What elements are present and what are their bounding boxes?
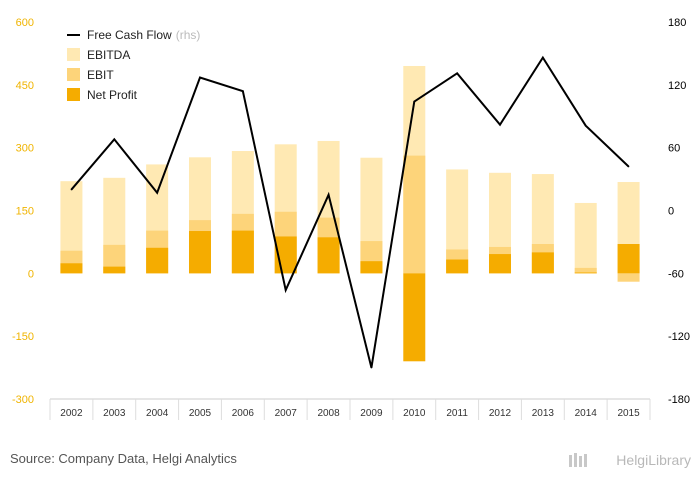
x-tick-label: 2014 xyxy=(575,408,598,419)
x-tick-label: 2008 xyxy=(317,408,340,419)
net-profit-bar-2015 xyxy=(618,244,640,273)
x-tick-label: 2012 xyxy=(489,408,512,419)
left-tick-label: 150 xyxy=(16,206,34,218)
free-cash-flow-point-2011 xyxy=(456,73,458,75)
net-profit-bar-2002 xyxy=(60,263,82,273)
source-text: Source: Company Data, Helgi Analytics xyxy=(10,451,237,466)
left-tick-label: 600 xyxy=(16,17,34,29)
left-tick-label: -300 xyxy=(12,394,34,406)
legend-net-profit-swatch xyxy=(67,88,80,101)
net-profit-bar-2008 xyxy=(318,237,340,273)
net-profit-bar-2014 xyxy=(575,272,597,273)
net-profit-bar-2011 xyxy=(446,260,468,274)
legend-ebit-swatch xyxy=(67,68,80,81)
helgi-logo: HelgiLibrary xyxy=(569,452,691,468)
left-tick-label: 450 xyxy=(16,80,34,92)
left-tick-label: -150 xyxy=(12,331,34,343)
ebitda-bar-2014 xyxy=(575,203,597,273)
x-tick-label: 2006 xyxy=(232,408,255,419)
x-tick-label: 2010 xyxy=(403,408,426,419)
net-profit-bar-2006 xyxy=(232,231,254,274)
free-cash-flow-point-2013 xyxy=(542,57,544,59)
ebit-bar-2015 xyxy=(618,273,640,281)
left-tick-label: 300 xyxy=(16,143,34,155)
net-profit-bar-2003 xyxy=(103,267,125,274)
x-tick-label: 2011 xyxy=(446,408,468,419)
free-cash-flow-point-2002 xyxy=(71,189,73,191)
free-cash-flow-point-2015 xyxy=(628,166,630,168)
chart-container: 2002 2003 2004 2005 2006 2007 2008 2009 2010 2011… xyxy=(0,0,700,483)
legend-ebitda-label: EBITDA xyxy=(87,48,130,62)
right-tick-label: 180 xyxy=(668,17,686,29)
legend-free-cash-flow-label: Free Cash Flow xyxy=(87,28,172,42)
x-tick-label: 2013 xyxy=(532,408,555,419)
legend-ebitda-swatch xyxy=(67,48,80,61)
right-tick-label: 120 xyxy=(668,80,686,92)
legend: Free Cash Flow (rhs) EBITDA EBIT Net Profit xyxy=(67,28,200,102)
net-profit-bar-2005 xyxy=(189,231,211,273)
legend-rhs-note: (rhs) xyxy=(176,28,201,42)
x-tick-label: 2005 xyxy=(189,408,212,419)
left-tick-label: 0 xyxy=(28,268,34,280)
right-tick-label: 60 xyxy=(668,143,680,155)
net-profit-bar-2012 xyxy=(489,254,511,273)
legend-ebit-label: EBIT xyxy=(87,68,114,82)
free-cash-flow-point-2008 xyxy=(328,194,330,196)
x-tick-label: 2004 xyxy=(146,408,169,419)
chart-svg: 2002 2003 2004 2005 2006 2007 2008 2009 2010 2011… xyxy=(0,0,700,483)
right-tick-label: 0 xyxy=(668,206,674,218)
bars-layer xyxy=(60,66,639,361)
x-tick-label: 2009 xyxy=(360,408,383,419)
free-cash-flow-point-2012 xyxy=(499,124,501,126)
net-profit-bar-2009 xyxy=(360,261,382,273)
x-tick-label: 2002 xyxy=(60,408,83,419)
net-profit-bar-2004 xyxy=(146,248,168,274)
free-cash-flow-point-2004 xyxy=(156,192,158,194)
free-cash-flow-point-2003 xyxy=(113,138,115,140)
free-cash-flow-point-2009 xyxy=(371,367,373,369)
x-tick-label: 2015 xyxy=(617,408,640,419)
right-tick-label: -120 xyxy=(668,331,690,343)
right-tick-label: -60 xyxy=(668,268,684,280)
x-tick-label: 2007 xyxy=(275,408,298,419)
net-profit-bar-2013 xyxy=(532,252,554,273)
free-cash-flow-point-2005 xyxy=(199,77,201,79)
free-cash-flow-point-2007 xyxy=(285,289,287,291)
x-tick-label: 2003 xyxy=(103,408,126,419)
free-cash-flow-point-2006 xyxy=(242,90,244,92)
library-icon xyxy=(569,453,587,467)
free-cash-flow-point-2010 xyxy=(413,101,415,103)
free-cash-flow-point-2014 xyxy=(585,125,587,127)
brand-text: HelgiLibrary xyxy=(616,452,691,468)
legend-net-profit-label: Net Profit xyxy=(87,88,138,102)
right-tick-label: -180 xyxy=(668,394,690,406)
ebit-bar-2010 xyxy=(403,156,425,274)
net-profit-bar-2010 xyxy=(403,273,425,361)
